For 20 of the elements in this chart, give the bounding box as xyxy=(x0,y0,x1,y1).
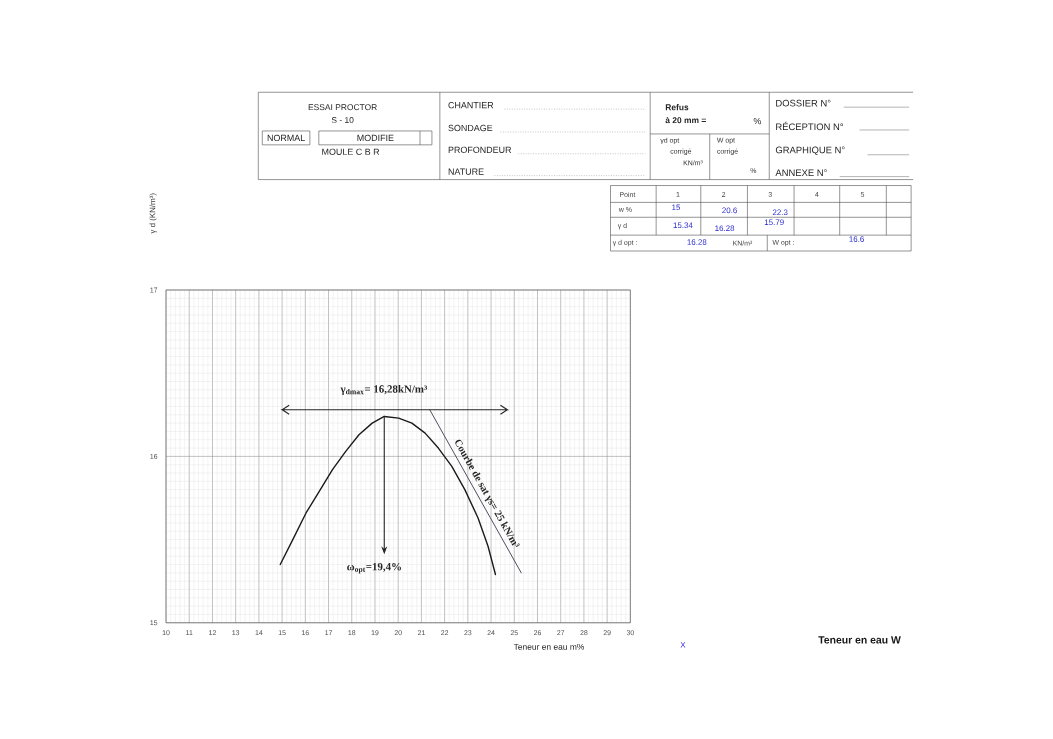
text: NATURE xyxy=(448,168,484,175)
text: ANNEXE N° xyxy=(775,169,827,176)
text: % xyxy=(753,117,761,125)
text: MOULE C B R xyxy=(322,148,380,155)
text: SONDAGE xyxy=(448,124,493,132)
text: PROFONDEUR xyxy=(448,146,512,153)
text: GRAPHIQUE N° xyxy=(775,146,845,155)
text: CHANTIER xyxy=(448,101,494,109)
text: DOSSIER N° xyxy=(776,99,831,107)
text: RÉCEPTION N° xyxy=(776,121,844,131)
chart-title: ESSAI PROCTOR xyxy=(308,104,377,111)
text: MODIFIE xyxy=(357,134,394,142)
x-axis-title: Teneur en eau m% xyxy=(513,643,585,650)
text: à 20 mm = xyxy=(665,116,706,124)
ref-line-label: γ$_{dmax}$= 16,28kN/m³ xyxy=(340,384,427,395)
text: Teneur en eau W xyxy=(818,636,901,644)
annotation: ω$_{opt}$=19,4% xyxy=(347,562,401,574)
chart-subtitle: S - 10 xyxy=(331,117,354,123)
text: Refus xyxy=(665,103,689,111)
text: NORMAL xyxy=(267,134,305,142)
